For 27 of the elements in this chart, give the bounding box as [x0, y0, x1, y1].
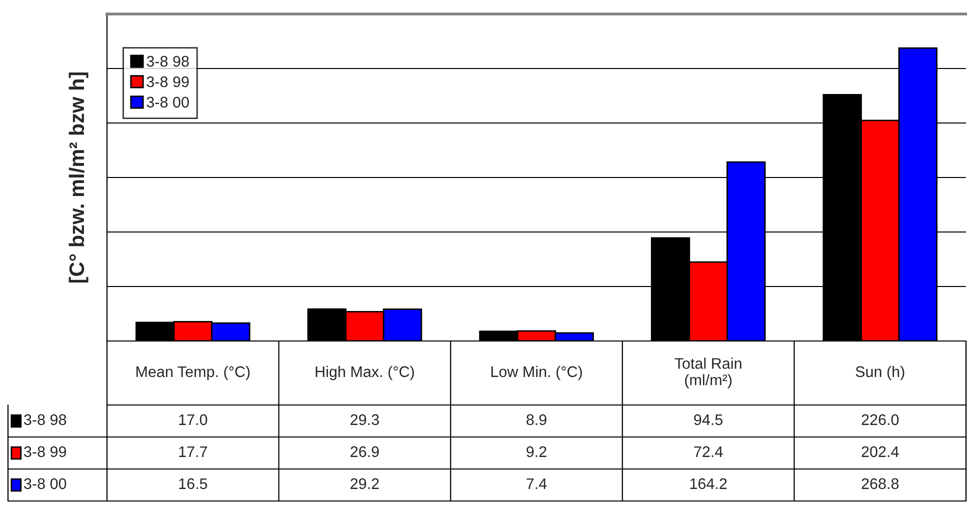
- data-label: 72.4: [694, 446, 723, 457]
- legend-label: 3-8 98: [146, 56, 189, 67]
- y-axis-title: [C° bzw. ml/m² bzw h]: [68, 72, 88, 283]
- data-label: 17.0: [179, 414, 208, 426]
- text: 3-8 99: [24, 446, 66, 458]
- data-label: 17.7: [179, 446, 207, 457]
- data-label: 94.5: [694, 414, 723, 426]
- text: 3-8 98: [24, 414, 66, 426]
- data-label: 7.4: [526, 478, 547, 489]
- text: 3-8 00: [24, 478, 66, 490]
- x-tick-label: Sun (h): [856, 366, 904, 380]
- x-tick-label: High Max. (°C): [316, 366, 414, 380]
- data-label: 226.0: [862, 414, 899, 426]
- x-tick-label: Mean Temp. (°C): [136, 366, 250, 380]
- data-label: 16.5: [179, 478, 208, 490]
- x-tick-label: Total Rain (ml/m²): [674, 358, 742, 388]
- data-label: 29.2: [350, 478, 379, 490]
- data-label: 9.2: [526, 446, 546, 458]
- data-label: 29.3: [350, 414, 379, 426]
- data-label: 202.4: [862, 446, 899, 458]
- data-label: 8.9: [526, 414, 546, 426]
- legend-label: 3-8 99: [146, 76, 189, 88]
- data-label: 268.8: [862, 478, 899, 490]
- data-label: 26.9: [350, 446, 379, 458]
- legend-label: 3-8 00: [146, 96, 189, 108]
- x-tick-label: Low Min. (°C): [491, 366, 582, 380]
- data-label: 164.2: [690, 478, 727, 490]
